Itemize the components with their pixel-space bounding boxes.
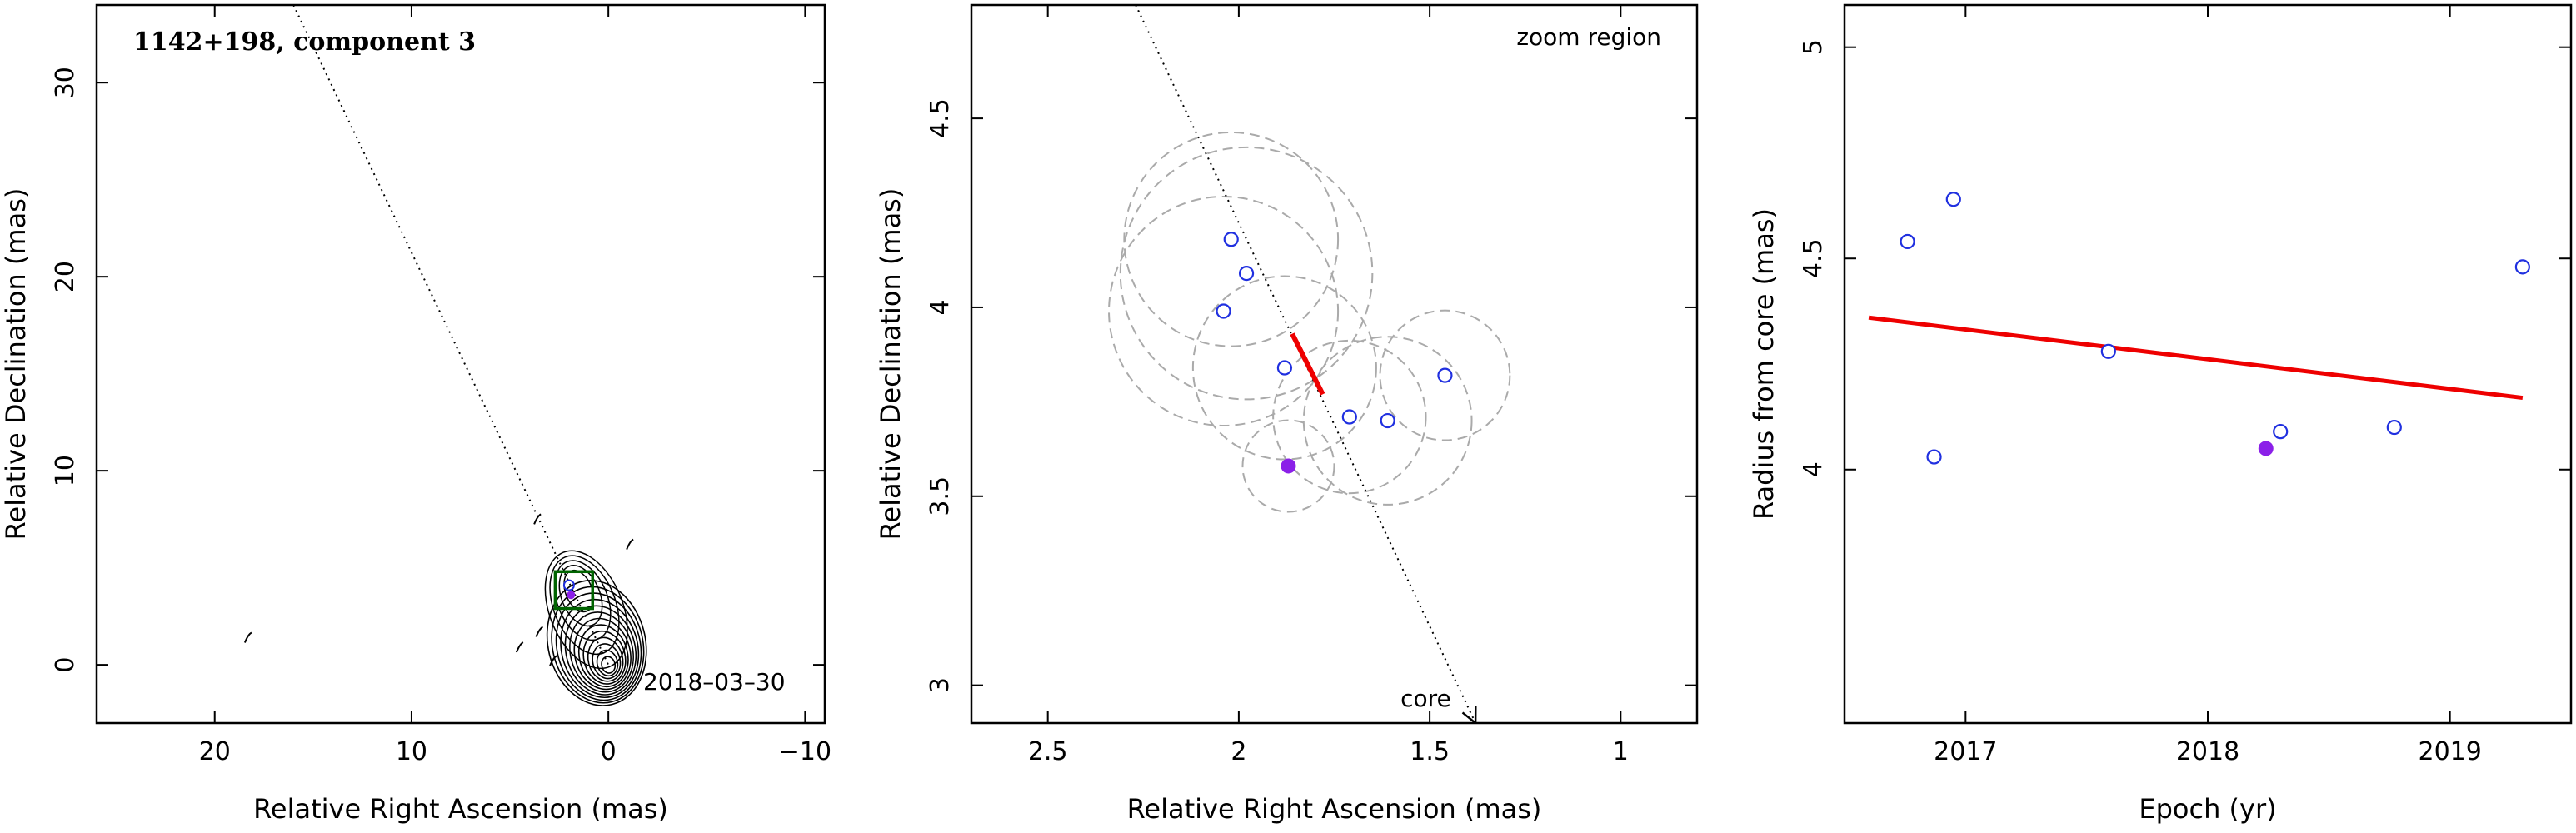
contour-level (573, 617, 632, 691)
core-contours (544, 550, 647, 706)
component-size-circle (1119, 146, 1374, 401)
y-tick-label: 5 (1799, 39, 1828, 55)
y-tick-label: 10 (51, 455, 80, 486)
x-tick-label: 1 (1613, 737, 1629, 766)
data-point (2273, 424, 2289, 440)
x-axis-label: Relative Right Ascension (mas) (253, 793, 668, 825)
data-point-selected (2258, 441, 2274, 456)
contour-level (558, 565, 603, 627)
plot-area (1108, 5, 1511, 723)
y-tick-label: 4.5 (926, 98, 955, 138)
zoom-region-box (553, 570, 595, 611)
plot-frame (1843, 3, 2573, 725)
data-point (2514, 259, 2530, 275)
contour-level (569, 611, 634, 693)
x-axis-label: Epoch (yr) (2139, 793, 2276, 825)
plot-frame (95, 3, 826, 725)
component-size-circle (1272, 339, 1427, 495)
component-size-circle (1108, 195, 1340, 427)
contour-level (582, 630, 627, 685)
y-tick-label: 30 (51, 67, 80, 98)
minor-contour (515, 641, 524, 653)
contour-level (564, 605, 637, 696)
x-tick-label: 20 (199, 737, 231, 766)
data-point (1900, 233, 1915, 250)
x-tick-label: 2017 (1934, 737, 1997, 766)
y-axis-label: Relative Declination (mas) (875, 188, 906, 541)
component-marker (562, 579, 575, 591)
x-tick-label: −10 (779, 737, 831, 766)
fit-line (1868, 315, 2524, 401)
left-panel: 20 10 0 −10 0 10 20 30 Relative Right Ascension … (0, 3, 831, 825)
minor-contour (549, 655, 557, 666)
data-point (2100, 343, 2116, 359)
right-panel: 2017 2018 2019 4 4.5 5 Epoch (yr) Radius from c… (1748, 3, 2573, 825)
x-tick-label: 1.5 (1410, 737, 1450, 766)
minor-contour (243, 631, 252, 643)
y-axis-label: Radius from core (mas) (1748, 208, 1780, 520)
y-tick-label: 3.5 (926, 476, 955, 516)
contour-level (551, 586, 645, 704)
x-tick-label: 2018 (2176, 737, 2239, 766)
chart-title: 1142+198, component 3 (133, 27, 476, 57)
contour-level (560, 598, 640, 699)
x-tick-label: 0 (601, 737, 617, 766)
data-point-selected (1281, 458, 1296, 474)
data-point (1216, 303, 1231, 319)
data-point (1341, 409, 1357, 425)
y-tick-label: 3 (926, 677, 955, 693)
minor-contour (626, 538, 634, 551)
middle-panel: 2.5 2 1.5 1 3 3.5 4 4.5 Relative Right Ascension… (875, 3, 1699, 825)
zoom-region-label: zoom region (1516, 23, 1661, 51)
core-arrow-head (1461, 706, 1477, 723)
contour-level (577, 624, 629, 688)
y-tick-label: 20 (51, 261, 80, 292)
data-point (2386, 419, 2402, 436)
x-tick-label: 2019 (2418, 737, 2481, 766)
contour-level (555, 592, 642, 701)
y-axis-label: Relative Declination (mas) (0, 188, 32, 541)
minor-contour (533, 513, 542, 525)
minor-contour (535, 626, 544, 637)
data-point (1238, 266, 1255, 282)
x-tick-label: 10 (396, 737, 427, 766)
component-size-circle (1191, 275, 1377, 461)
component-size-circle (1241, 419, 1335, 513)
y-tick-label: 4.5 (1799, 238, 1828, 278)
component-size-circle (1379, 309, 1511, 441)
core-label: core (1400, 685, 1451, 712)
data-point (1945, 192, 1961, 207)
contour-level (544, 550, 628, 670)
x-tick-label: 2.5 (1028, 737, 1068, 766)
data-point (1926, 449, 1942, 465)
y-tick-label: 4 (926, 299, 955, 315)
contour-level (546, 580, 647, 706)
x-axis-label: Relative Right Ascension (mas) (1127, 793, 1542, 825)
plot-frame (970, 3, 1699, 725)
data-point (1223, 232, 1239, 247)
component-selected-marker (567, 591, 576, 600)
x-tick-label: 2 (1231, 737, 1246, 766)
y-tick-label: 0 (51, 657, 80, 673)
data-point (1380, 412, 1395, 429)
component-size-circle (1302, 336, 1473, 506)
date-label: 2018–03–30 (643, 668, 786, 696)
contour-level (596, 649, 619, 677)
y-tick-label: 4 (1799, 461, 1828, 477)
contour-level (549, 555, 620, 656)
data-point (1276, 360, 1293, 376)
motion-vector (1290, 332, 1325, 396)
data-point (1437, 367, 1453, 383)
